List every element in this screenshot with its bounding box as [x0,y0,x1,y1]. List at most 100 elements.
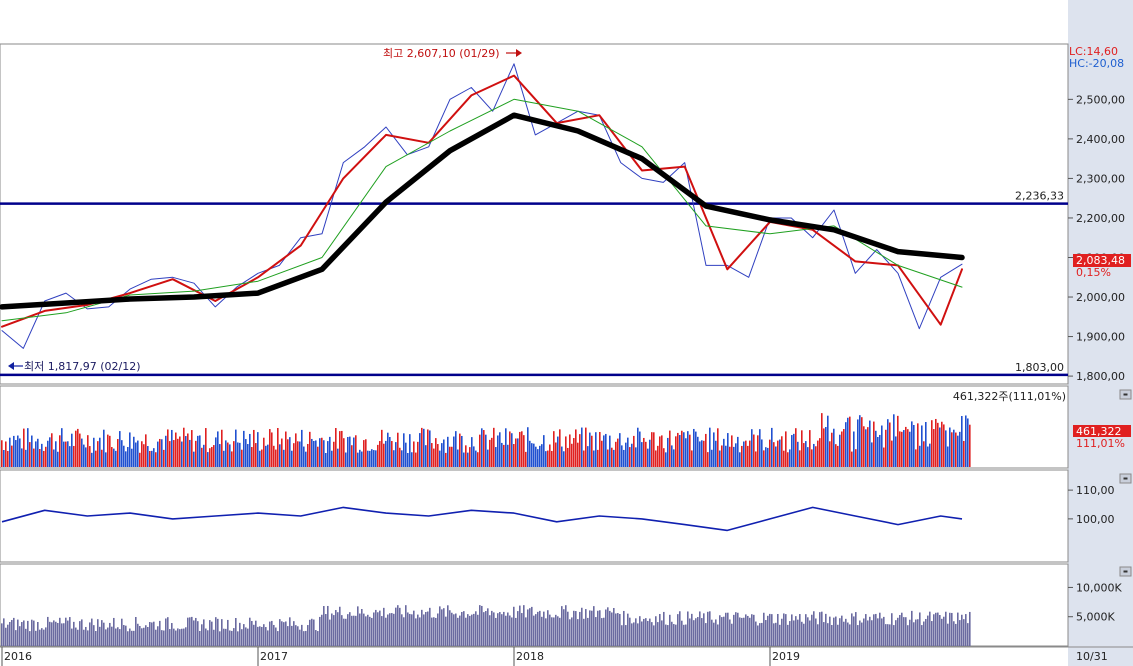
trade-value-bar [849,624,851,646]
trade-value-bar [251,621,253,646]
trade-value-bar [113,617,115,646]
trade-value-bar [293,621,295,646]
volume-bar [259,450,261,467]
trade-value-bar [627,613,629,646]
trade-value-bar [615,613,617,646]
volume-bar [665,452,667,467]
volume-bar [147,446,149,467]
trade-value-bar [777,613,779,646]
volume-bar [583,450,585,467]
volume-bar [99,437,101,467]
trade-value-bar [697,617,699,646]
trade-value-bar [365,616,367,646]
price-series-line [1,74,963,328]
trade-value-bar [539,610,541,646]
volume-bar [253,429,255,467]
volume-bar [223,450,225,467]
trade-value-bar [441,609,443,646]
trade-value-bar [877,618,879,646]
volume-bar [27,428,29,467]
volume-bar [535,446,537,467]
volume-bar [929,443,931,467]
trade-value-bar [825,613,827,646]
volume-bar [407,452,409,467]
trade-value-bar [685,624,687,646]
volume-bar [369,450,371,467]
trade-value-bar [397,605,399,646]
trade-value-bar [947,623,949,646]
volume-bar [53,449,55,467]
volume-bar [613,449,615,467]
trade-value-bar [383,607,385,646]
trade-value-bar [931,621,933,646]
oscillator-panel[interactable] [0,469,1069,563]
volume-bar [531,443,533,467]
trade-value-bar [363,613,365,646]
trade-value-bar [567,611,569,646]
trade-value-bar [59,617,61,646]
volume-bar [615,441,617,467]
trade-value-bar [711,619,713,646]
volume-bar [683,432,685,467]
volume-bar [627,437,629,467]
volume-bar [23,428,25,467]
trade-value-bar [631,623,633,646]
price-panel[interactable] [0,43,1069,385]
volume-bar [563,451,565,467]
volume-bar [229,444,231,467]
volume-bar [251,447,253,467]
trade-value-bar [761,622,763,646]
trade-value-bar [835,616,837,646]
trade-value-bar [127,631,129,646]
trade-value-bar [805,614,807,646]
trade-value-bar [775,622,777,646]
volume-bar [187,433,189,467]
volume-bar [677,432,679,467]
trade-value-bar [79,621,81,646]
trade-value-bar [195,617,197,646]
trade-value-bar [27,620,29,646]
volume-bar [749,440,751,467]
trade-value-bar [671,621,673,646]
trade-value-bar [289,617,291,646]
volume-bar [433,448,435,467]
scroll-down-icon[interactable] [1119,566,1132,577]
trade-value-bar [143,627,145,646]
trade-value-bar [713,622,715,646]
volume-bar [59,435,61,467]
volume-bar [675,436,677,467]
volume-bar [331,450,333,467]
trade-value-bar [317,631,319,646]
volume-bar [309,431,311,467]
volume-bar [823,428,825,467]
volume-bar [539,445,541,467]
volume-bar [155,452,157,467]
volume-bar [949,427,951,467]
volume-bar [489,439,491,467]
volume-bar [817,440,819,467]
volume-bar [171,429,173,467]
volume-bar [895,436,897,467]
trade-value-bar [569,619,571,646]
trade-value-bar [935,612,937,646]
trade-value-bar [887,624,889,646]
trade-value-bar [343,618,345,646]
trade-value-bar [859,620,861,646]
trade-value-bar [687,611,689,646]
trade-value-bar [335,610,337,646]
volume-bar [431,443,433,467]
scroll-down-icon[interactable] [1119,473,1132,484]
volume-bar [591,435,593,467]
trade-value-bar [155,629,157,646]
trade-value-bar [299,629,301,646]
volume-bar [939,427,941,467]
volume-bar [195,440,197,467]
trade-value-bar [519,605,521,646]
scroll-down-icon[interactable] [1119,389,1132,400]
volume-bar [213,445,215,467]
trade-value-bar [965,614,967,646]
trade-value-bar [215,617,217,646]
x-tick-label: 2017 [260,650,288,663]
trade-value-bar [579,611,581,646]
volume-bar [71,433,73,467]
